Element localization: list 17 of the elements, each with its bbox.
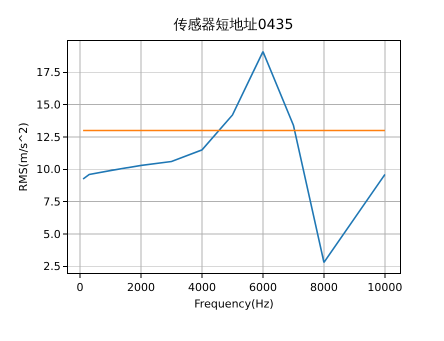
line-series: [82, 50, 386, 264]
x-tick-label: 4000: [188, 281, 216, 294]
x-tick-label: 0: [76, 281, 84, 294]
y-tick-label: 15.0: [36, 98, 61, 112]
y-tick-label: 10.0: [36, 163, 61, 176]
x-tick-label: 8000: [310, 281, 338, 294]
y-tick-label: 5.0: [43, 228, 61, 241]
x-tick-label: 6000: [248, 281, 277, 294]
y-tick-label: 2.5: [43, 260, 61, 274]
y-tick-label: 12.5: [36, 130, 61, 144]
y-tick-label: 17.5: [36, 66, 61, 80]
y-tick-label: 7.5: [43, 195, 61, 208]
x-axis-title: Frequency(Hz): [194, 297, 274, 310]
chart-title: 传感器短地址0435: [174, 16, 294, 33]
x-tick-label: 2000: [127, 281, 156, 294]
x-tick-label: 10000: [367, 281, 402, 294]
y-axis-title: RMS(m/s^2): [16, 122, 30, 192]
